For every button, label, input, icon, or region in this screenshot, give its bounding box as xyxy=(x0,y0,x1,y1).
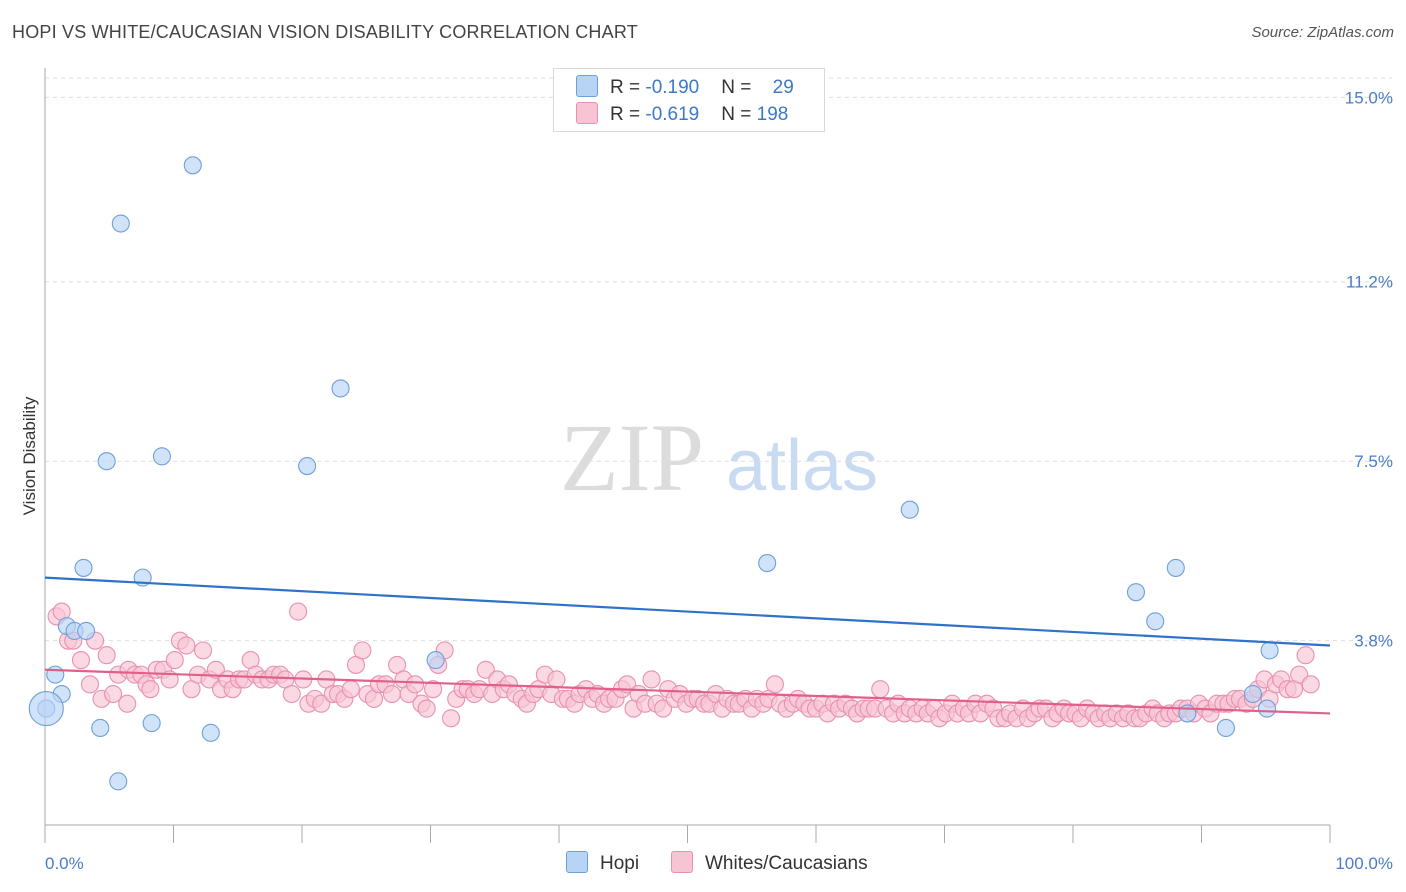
hopi-point xyxy=(97,452,116,471)
x-tick-label-start: 0.0% xyxy=(45,854,84,873)
y-tick-label: 15.0% xyxy=(1345,88,1393,107)
whites-point xyxy=(642,670,661,689)
hopi-point xyxy=(91,718,110,738)
whites-point xyxy=(80,675,100,694)
hopi-point xyxy=(1257,699,1277,718)
whites-point xyxy=(118,694,137,713)
whites-point xyxy=(442,709,461,728)
hopi-point xyxy=(46,665,65,684)
whites-point xyxy=(141,680,160,699)
whites-point xyxy=(547,670,566,689)
legend-row-whites: R = -0.619 N = 198 xyxy=(576,102,788,126)
legend-swatch-whites xyxy=(576,102,598,124)
whites-point xyxy=(765,675,784,694)
x-tick-label-end: 100.0% xyxy=(1335,854,1393,873)
bottom-legend-swatch-hopi xyxy=(566,851,588,873)
hopi-point xyxy=(331,379,350,398)
source-label: Source: ZipAtlas.com xyxy=(1251,24,1394,41)
whites-point xyxy=(206,660,225,679)
whites-point xyxy=(177,636,196,655)
whites-point xyxy=(382,684,402,704)
stats-legend: R = -0.190 N = 29 R = -0.619 N = 198 xyxy=(553,68,825,132)
whites-point xyxy=(97,646,116,665)
hopi-point xyxy=(1166,558,1185,577)
watermark-zip: ZIP xyxy=(560,404,704,511)
hopi-point xyxy=(142,714,161,733)
whites-point xyxy=(71,651,91,670)
hopi-point xyxy=(1126,583,1146,602)
hopi-point xyxy=(201,723,220,742)
legend-n-label: N = xyxy=(721,77,757,98)
bottom-legend-hopi: Hopi xyxy=(566,851,639,875)
y-axis-label: Vision Disability xyxy=(20,396,39,515)
whites-point xyxy=(417,699,436,718)
hopi-point xyxy=(426,651,445,670)
whites-point xyxy=(282,684,301,704)
whites-point xyxy=(353,641,372,660)
watermark: ZIP atlas xyxy=(560,404,878,511)
legend-n-label: N = xyxy=(721,104,757,125)
hopi-point xyxy=(111,214,130,233)
hopi-point xyxy=(900,500,919,519)
legend-swatch-hopi xyxy=(576,75,598,97)
legend-r-label: R = xyxy=(610,104,646,125)
whites-point xyxy=(312,694,331,713)
whites-point xyxy=(194,641,213,660)
hopi-point-large xyxy=(28,691,64,727)
y-tick-label: 7.5% xyxy=(1354,452,1393,471)
trend-lines xyxy=(44,576,1331,715)
whites-point xyxy=(1301,675,1320,694)
hopi-point xyxy=(298,457,317,476)
hopi-trend-line xyxy=(44,576,1331,647)
legend-r-label: R = xyxy=(610,77,646,98)
bottom-legend-whites: Whites/Caucasians xyxy=(671,851,868,875)
x-tick-labels: 0.0% 100.0% xyxy=(45,854,1393,873)
y-tick-label: 11.2% xyxy=(1346,273,1393,292)
legend-r-value: -0.190 xyxy=(645,77,700,98)
hopi-point xyxy=(152,447,171,466)
whites-point xyxy=(165,651,184,670)
whites-point xyxy=(1290,665,1309,684)
whites-point xyxy=(654,699,673,718)
y-tick-label: 3.8% xyxy=(1354,632,1393,651)
hopi-point xyxy=(74,558,93,577)
grid-lines xyxy=(45,77,1392,642)
hopi-point xyxy=(1260,641,1279,660)
hopi-point xyxy=(77,621,96,641)
whites-point xyxy=(406,675,425,694)
legend-n-value: 198 xyxy=(756,104,789,125)
bottom-legend-label-whites: Whites/Caucasians xyxy=(705,853,868,874)
bottom-legend-swatch-whites xyxy=(671,851,693,873)
hopi-point xyxy=(1146,612,1165,631)
y-tick-labels: 3.8% 7.5% 11.2% 15.0% xyxy=(1345,88,1393,650)
hopi-point xyxy=(109,772,128,791)
legend-r-value: -0.619 xyxy=(645,104,700,125)
bottom-legend-label-hopi: Hopi xyxy=(600,853,640,874)
series-whites-points xyxy=(47,602,1320,728)
hopi-point xyxy=(758,554,777,573)
whites-point xyxy=(341,680,360,699)
legend-row-hopi: R = -0.190 N = 29 xyxy=(576,75,794,99)
whites-point xyxy=(289,602,308,621)
whites-trend-line xyxy=(44,668,1331,715)
whites-point xyxy=(104,684,123,704)
hopi-point xyxy=(183,156,202,175)
hopi-point xyxy=(1243,684,1262,704)
whites-point xyxy=(871,680,890,699)
legend-n-value: 29 xyxy=(772,77,794,98)
chart-title: HOPI VS WHITE/CAUCASIAN VISION DISABILIT… xyxy=(12,22,638,42)
whites-point xyxy=(424,680,443,699)
whites-point xyxy=(1296,646,1315,665)
hopi-point xyxy=(1216,718,1235,738)
watermark-atlas: atlas xyxy=(726,426,878,506)
whites-point xyxy=(476,660,495,679)
